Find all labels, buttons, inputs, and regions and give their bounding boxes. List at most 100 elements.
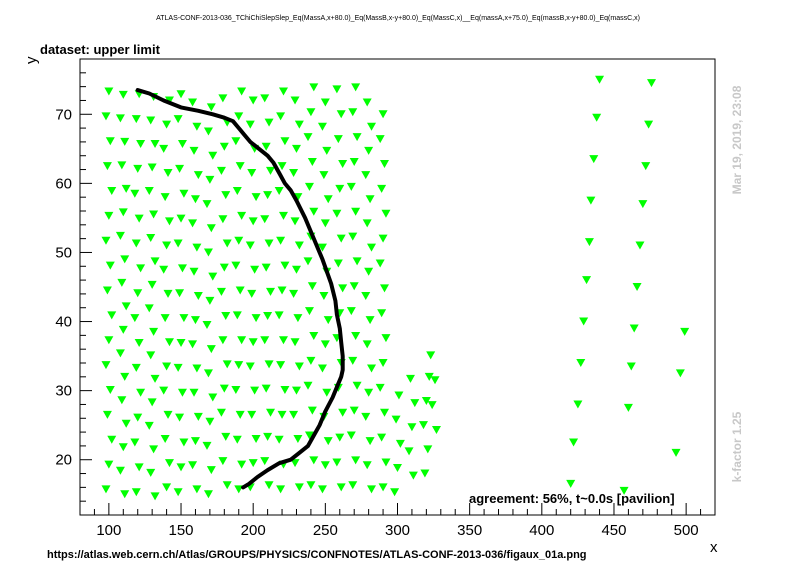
data-point [150, 492, 160, 501]
data-point [232, 435, 242, 444]
data-point [163, 410, 173, 419]
x-tick-label: 100 [96, 522, 121, 539]
data-point [289, 410, 299, 419]
data-point [144, 304, 154, 313]
data-point [332, 209, 342, 218]
data-point [146, 351, 156, 360]
data-point [276, 236, 286, 245]
data-point [179, 189, 189, 198]
data-point [245, 362, 255, 371]
data-point [232, 186, 242, 195]
data-point [291, 386, 301, 395]
data-point [367, 364, 377, 373]
data-point [635, 241, 645, 250]
x-tick-label: 350 [457, 522, 482, 539]
data-point [336, 110, 346, 119]
data-point [377, 309, 387, 318]
data-point [367, 485, 377, 494]
data-point [177, 388, 187, 397]
y-tick-label: 30 [55, 383, 72, 400]
data-point [304, 307, 314, 316]
data-point [362, 340, 372, 349]
data-point [319, 291, 329, 300]
data-point [377, 184, 387, 193]
data-point [219, 384, 229, 393]
data-point [276, 361, 286, 370]
data-point [263, 432, 273, 441]
data-point [362, 98, 372, 107]
data-point [335, 184, 345, 193]
data-point [144, 186, 154, 195]
data-point [231, 385, 241, 394]
data-point [582, 276, 592, 285]
data-point [101, 361, 111, 370]
data-point [263, 312, 273, 321]
data-point [644, 120, 654, 129]
data-point [206, 466, 216, 475]
data-point [338, 408, 348, 417]
data-point [146, 233, 156, 242]
data-point [150, 139, 160, 148]
data-point [120, 490, 130, 499]
data-point [320, 98, 330, 107]
data-point [361, 412, 371, 421]
data-point [101, 112, 111, 121]
data-point [576, 359, 586, 367]
data-point [105, 385, 115, 394]
data-point [203, 248, 213, 257]
x-tick-label: 150 [169, 522, 194, 539]
data-point [304, 182, 314, 191]
data-point [380, 284, 390, 293]
data-point [378, 483, 388, 492]
data-point [641, 162, 651, 171]
data-point [115, 466, 125, 475]
data-point [231, 137, 241, 146]
data-point [309, 332, 319, 341]
data-point [351, 456, 361, 465]
data-point [131, 488, 141, 497]
data-point [352, 133, 362, 142]
data-point [216, 166, 226, 175]
data-point [179, 314, 189, 323]
data-point [290, 338, 300, 347]
data-point [150, 374, 160, 383]
data-point [377, 433, 387, 442]
data-point [420, 469, 430, 478]
data-point [303, 133, 313, 142]
data-point [235, 162, 245, 171]
data-point [121, 302, 131, 311]
data-point [175, 413, 185, 422]
data-point [278, 87, 288, 96]
x-axis-label: x [710, 539, 718, 556]
y-axis-label: y [23, 56, 40, 64]
data-point [176, 463, 186, 472]
data-point [276, 485, 286, 494]
data-point [317, 122, 327, 131]
data-point [147, 280, 157, 289]
data-point [130, 438, 140, 447]
data-point [365, 437, 375, 446]
data-point [121, 419, 131, 428]
data-point [303, 257, 313, 266]
data-point [216, 408, 226, 417]
data-point [260, 215, 270, 224]
data-point [261, 142, 271, 151]
data-point [390, 488, 400, 497]
data-point [190, 437, 200, 446]
y-tick-label: 40 [55, 314, 72, 331]
data-point [266, 166, 275, 175]
data-point [192, 485, 202, 494]
data-point [346, 307, 356, 316]
data-point [248, 217, 258, 226]
data-point [264, 360, 274, 369]
data-point [164, 217, 174, 226]
data-point [280, 385, 290, 394]
data-point [147, 163, 157, 172]
data-point [280, 261, 290, 270]
data-point [250, 386, 260, 395]
data-point [426, 351, 436, 360]
data-point [149, 445, 159, 454]
data-point [234, 112, 244, 121]
data-point [333, 259, 343, 268]
data-point [294, 120, 304, 129]
